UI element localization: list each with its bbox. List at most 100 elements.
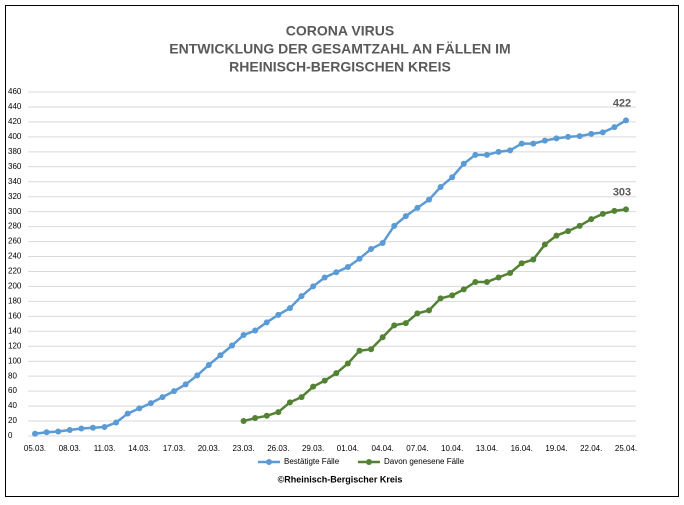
legend-label: Davon genesene Fälle xyxy=(384,457,465,466)
point xyxy=(426,196,432,203)
point xyxy=(449,292,456,299)
y-tick-label: 400 xyxy=(8,132,22,141)
point xyxy=(205,361,212,368)
point xyxy=(460,286,467,293)
y-tick-label: 360 xyxy=(8,162,22,171)
point xyxy=(599,210,606,217)
y-tick-label: 20 xyxy=(8,416,17,425)
legend-label: Bestätigte Fälle xyxy=(284,457,340,466)
point xyxy=(136,405,143,412)
point xyxy=(43,429,50,436)
y-tick-label: 0 xyxy=(8,431,13,440)
point xyxy=(89,424,96,431)
y-tick-label: 380 xyxy=(8,147,22,156)
legend-swatch xyxy=(266,459,272,465)
point xyxy=(379,334,386,341)
x-tick-label: 20.03. xyxy=(198,444,220,453)
point xyxy=(379,240,386,247)
point xyxy=(553,135,560,142)
point xyxy=(599,129,606,136)
point xyxy=(286,399,293,406)
y-tick-label: 260 xyxy=(8,237,22,246)
point xyxy=(368,246,375,253)
chart-title: ENTWICKLUNG DER GESAMTZAHL AN FÄLLEN IM xyxy=(169,41,510,57)
point xyxy=(588,216,595,223)
point xyxy=(263,319,270,326)
point xyxy=(298,394,305,401)
x-tick-label: 22.04. xyxy=(580,444,602,453)
y-tick-label: 460 xyxy=(8,87,22,96)
x-tick-label: 08.03. xyxy=(59,444,81,453)
y-tick-label: 160 xyxy=(8,311,22,320)
point xyxy=(356,347,363,354)
y-tick-label: 40 xyxy=(8,401,17,410)
data-label: 422 xyxy=(613,97,631,109)
point xyxy=(78,425,85,432)
y-tick-label: 280 xyxy=(8,222,22,231)
chart-title: CORONA VIRUS xyxy=(286,23,394,39)
point xyxy=(472,278,479,285)
point xyxy=(402,320,409,327)
point xyxy=(530,140,537,147)
point xyxy=(298,293,305,300)
point xyxy=(194,372,201,379)
point xyxy=(518,260,525,267)
x-tick-label: 23.03. xyxy=(232,444,254,453)
y-tick-label: 60 xyxy=(8,386,17,395)
y-tick-label: 100 xyxy=(8,356,22,365)
y-tick-label: 300 xyxy=(8,207,22,216)
point xyxy=(541,137,548,144)
point xyxy=(310,383,317,390)
y-tick-label: 180 xyxy=(8,297,22,306)
y-tick-label: 240 xyxy=(8,252,22,261)
chart-title: RHEINISCH-BERGISCHEN KREIS xyxy=(229,59,451,75)
point xyxy=(286,305,293,312)
y-tick-label: 420 xyxy=(8,117,22,126)
y-tick-label: 140 xyxy=(8,326,22,335)
x-tick-label: 26.03. xyxy=(267,444,289,453)
series-line xyxy=(34,119,627,435)
point xyxy=(495,148,502,155)
legend-swatch xyxy=(366,459,372,465)
point xyxy=(101,424,108,431)
point xyxy=(275,311,282,318)
point xyxy=(147,400,154,407)
y-tick-label: 120 xyxy=(8,341,22,350)
point xyxy=(344,360,351,367)
point xyxy=(553,232,560,239)
point xyxy=(472,151,479,158)
point xyxy=(32,430,38,437)
point xyxy=(565,133,572,140)
point xyxy=(518,140,525,147)
point xyxy=(460,160,467,167)
point xyxy=(113,419,120,426)
point xyxy=(263,412,270,419)
point xyxy=(437,183,444,190)
x-tick-label: 01.04. xyxy=(337,444,359,453)
point xyxy=(437,295,444,302)
point xyxy=(623,206,629,213)
point xyxy=(124,410,131,417)
y-tick-label: 80 xyxy=(8,371,17,380)
point xyxy=(449,174,456,181)
point xyxy=(414,310,421,317)
point xyxy=(530,256,537,263)
point xyxy=(402,213,409,220)
point xyxy=(507,269,514,276)
series-line xyxy=(243,208,627,423)
point xyxy=(576,133,583,140)
point xyxy=(66,427,73,434)
point xyxy=(159,394,166,401)
point xyxy=(611,207,618,214)
point xyxy=(321,377,328,384)
point xyxy=(217,352,224,359)
point xyxy=(229,342,235,349)
x-tick-label: 05.03. xyxy=(24,444,46,453)
x-tick-label: 29.03. xyxy=(302,444,324,453)
point xyxy=(426,307,432,314)
frame xyxy=(5,5,679,497)
source: ©Rheinisch-Bergischer Kreis xyxy=(278,474,403,484)
point xyxy=(310,283,317,290)
point xyxy=(507,147,514,154)
